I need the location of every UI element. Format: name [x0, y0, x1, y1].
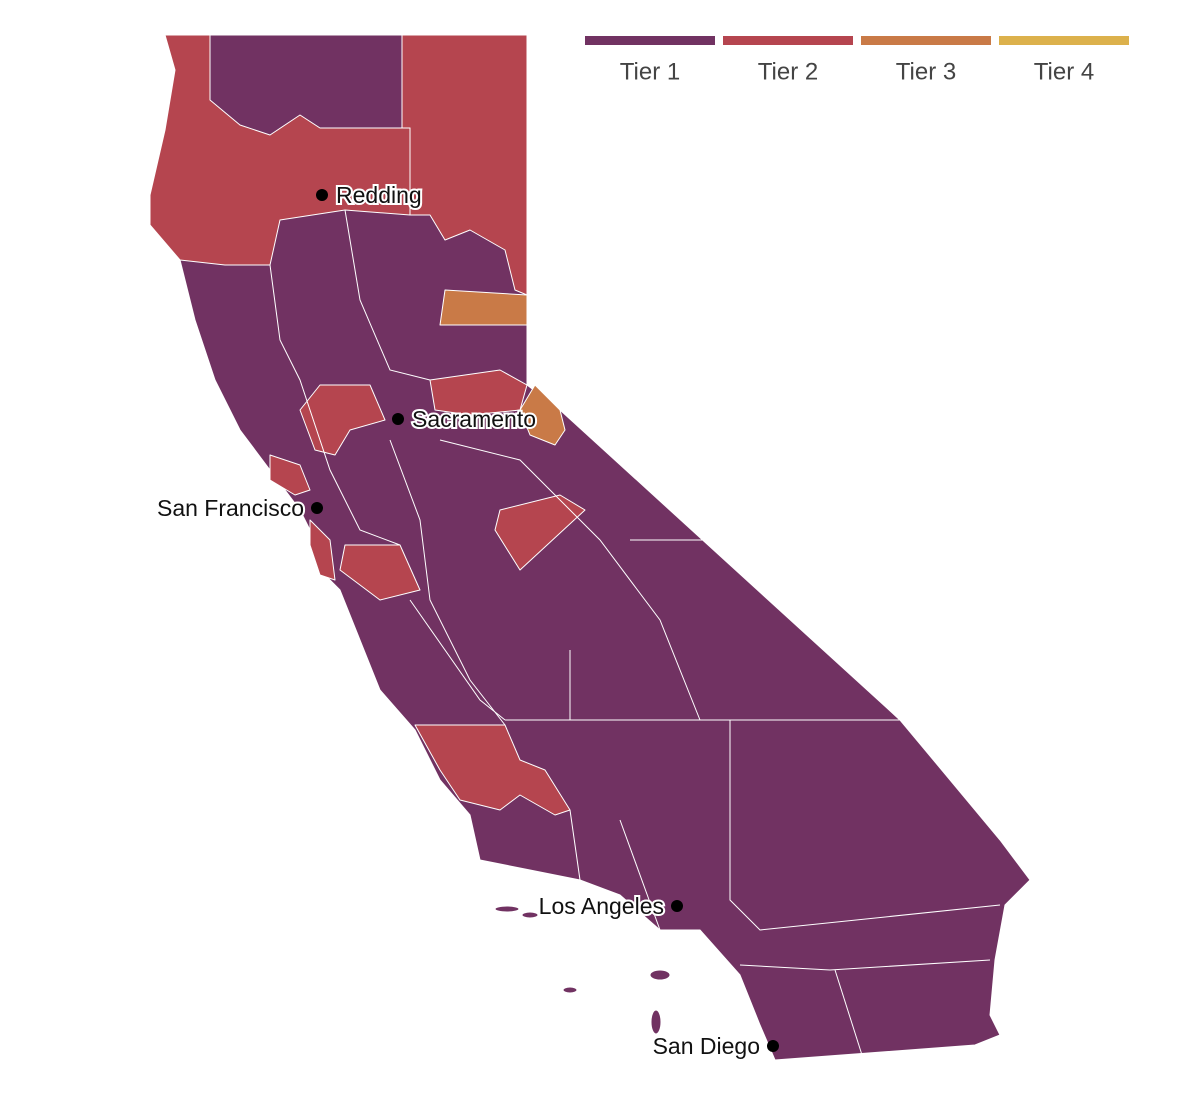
county: [299, 384, 386, 456]
city-label: Redding: [336, 182, 422, 208]
legend-label: Tier 4: [1034, 58, 1094, 85]
county: [429, 369, 528, 416]
county: [269, 454, 311, 496]
city-dot: [311, 502, 323, 514]
legend-swatch: [999, 36, 1129, 45]
island: [494, 905, 520, 913]
county: [339, 544, 421, 601]
city-label: San Francisco: [157, 495, 304, 521]
counties: [149, 34, 1031, 1061]
legend-label: Tier 2: [758, 58, 818, 85]
city-label: San Diego: [653, 1033, 760, 1059]
county-lines: [269, 209, 1001, 1056]
city-dot: [767, 1040, 779, 1052]
county: [439, 289, 528, 326]
county: [414, 724, 571, 816]
island: [649, 969, 671, 981]
county: [494, 494, 586, 571]
island: [521, 911, 539, 919]
island: [562, 986, 578, 994]
city-label: Los Angeles: [539, 893, 664, 919]
city-label: Sacramento: [412, 406, 536, 432]
legend: Tier 1 Tier 2 Tier 3 Tier 4: [585, 36, 1129, 85]
island: [650, 1009, 662, 1035]
city-dot: [392, 413, 404, 425]
legend-swatch: [585, 36, 715, 45]
cities: Redding Sacramento San Francisco Los Ang…: [155, 180, 779, 1061]
legend-label: Tier 3: [896, 58, 956, 85]
city-dot: [316, 189, 328, 201]
state-base: [149, 34, 1031, 1061]
county: [309, 519, 336, 581]
city-dot: [671, 900, 683, 912]
legend-swatch: [861, 36, 991, 45]
legend-label: Tier 1: [620, 58, 680, 85]
legend-swatch: [723, 36, 853, 45]
